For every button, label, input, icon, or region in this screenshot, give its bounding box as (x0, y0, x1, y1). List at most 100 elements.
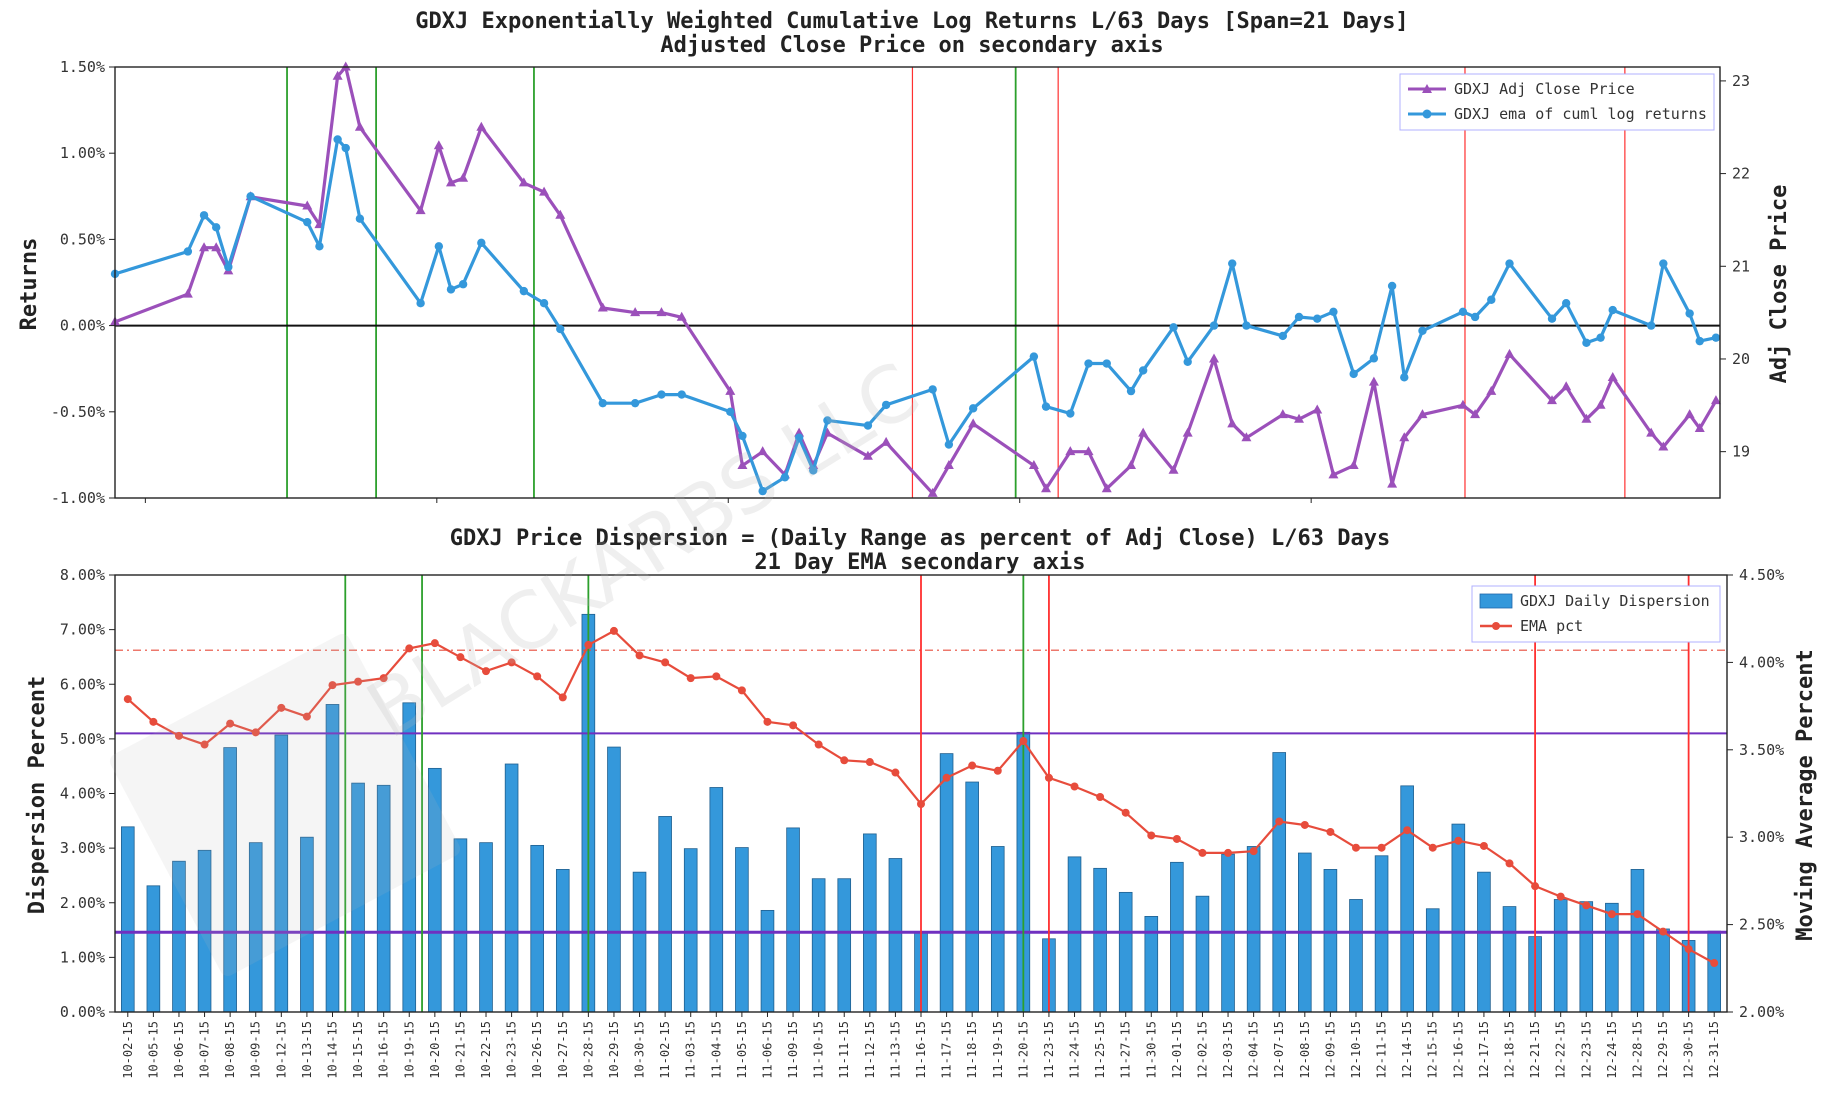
ema-returns-point (1278, 331, 1288, 341)
ema-pct-point (1351, 843, 1360, 852)
ema-pct-point (1096, 792, 1105, 801)
legend-ema-pct-label: EMA pct (1520, 617, 1583, 635)
adj-close-y-tick-label: 22 (1732, 165, 1750, 183)
ema-pct-point (533, 672, 542, 681)
adj-close-point (415, 205, 426, 215)
legend-adj-close-label: GDXJ Adj Close Price (1454, 80, 1635, 98)
ema-returns-point (446, 285, 456, 294)
ema-returns-point (519, 286, 529, 296)
ema-pct-point (993, 766, 1002, 775)
ema-returns-point (333, 135, 342, 144)
ema-returns-point (881, 400, 891, 410)
adj-close-point (458, 172, 469, 182)
ema-pct-point (1300, 820, 1309, 829)
ema-pct-point (737, 686, 746, 695)
ema-returns-point (303, 217, 312, 227)
date-tick-label: 12-08-15 (1298, 1021, 1312, 1079)
date-tick-label: 10-27-15 (556, 1021, 570, 1079)
dispersion-bar (1553, 899, 1568, 1013)
dispersion-chart-subtitle: 21 Day EMA secondary axis (754, 550, 1085, 575)
dispersion-bar (1118, 891, 1133, 1013)
ema-returns-point (1470, 312, 1480, 322)
ema-returns-point (1685, 309, 1694, 318)
adj-close-point (1658, 441, 1669, 451)
ema-returns-point (794, 433, 804, 442)
adj-close-point (518, 177, 529, 187)
dispersion-y-tick-label: 1.00% (60, 948, 105, 966)
adj-close-point (1041, 483, 1052, 493)
adj-close-point (1312, 404, 1323, 414)
adj-close-y-tick-label: 19 (1732, 443, 1750, 461)
watermark-logo-icon (109, 634, 461, 976)
dispersion-legend: GDXJ Daily Dispersion EMA pct (1471, 585, 1721, 643)
ema-returns-point (434, 242, 444, 251)
date-tick-label: 11-11-15 (837, 1021, 851, 1079)
dispersion-bar (120, 826, 135, 1013)
dispersion-y-label: Dispersion Percent (25, 676, 50, 914)
ema-returns-point (539, 298, 549, 308)
adj-close-y-tick-label: 21 (1732, 257, 1750, 275)
ema-returns-point (1547, 314, 1557, 323)
ema-pct-point (942, 773, 951, 782)
dispersion-bar (735, 847, 749, 1013)
date-tick-label: 10-12-15 (274, 1021, 288, 1079)
ema-returns-point (1487, 295, 1496, 304)
adj-close-point (211, 242, 222, 252)
dispersion-bar (530, 844, 544, 1013)
date-tick-label: 12-11-15 (1375, 1021, 1389, 1079)
ema-returns-point (199, 211, 209, 220)
date-tick-label: 10-15-15 (351, 1021, 365, 1079)
ema-returns-point (341, 143, 350, 153)
adj-close-series (110, 61, 1721, 497)
ema-pct-point (1684, 945, 1693, 954)
ema-returns-point (928, 385, 937, 394)
adj-close-point (1457, 399, 1468, 409)
adj-close-point (1607, 372, 1618, 382)
adj-close-point (302, 200, 313, 210)
ema-pct-point (1172, 834, 1181, 843)
adj-close-point (1241, 432, 1252, 442)
adj-close-point (676, 311, 687, 321)
dispersion-bar (1144, 916, 1159, 1013)
ema-returns-point (1400, 373, 1409, 382)
date-tick-label: 12-21-15 (1528, 1021, 1542, 1079)
date-tick-label: 10-16-15 (377, 1021, 391, 1079)
adj-close-y-tick-label: 23 (1732, 72, 1750, 90)
adj-close-point (927, 487, 938, 497)
ema-returns-point (458, 280, 468, 289)
ema-pct-point (200, 740, 209, 749)
dispersion-y-tick-label: 6.00% (60, 675, 105, 693)
adj-close-point (757, 446, 768, 456)
returns-chart-title: GDXJ Exponentially Weighted Cumulative L… (415, 9, 1408, 34)
adj-close-point (630, 307, 641, 317)
ema-pct-point (1505, 859, 1514, 868)
ema-pct-point (865, 758, 874, 767)
ema-pct-point (1275, 817, 1284, 826)
date-tick-label: 11-20-15 (1016, 1021, 1030, 1079)
ema-returns-series (110, 135, 1721, 496)
adj-close-point (476, 121, 487, 131)
date-tick-label: 10-28-15 (581, 1021, 595, 1079)
adj-close-point (881, 436, 892, 446)
adj-close-point (1417, 409, 1428, 419)
ema-pct-point (277, 703, 286, 712)
returns-y-tick-label: 1.50% (60, 58, 105, 76)
ema-returns-point (809, 466, 818, 475)
adj-close-point (1581, 413, 1592, 423)
ema-pct-point (456, 653, 465, 662)
ema-returns-point (211, 223, 221, 232)
date-tick-label: 11-19-15 (991, 1021, 1005, 1079)
ema-returns-point (1387, 281, 1397, 291)
ema-y-tick-label: 2.00% (1739, 1003, 1784, 1021)
ema-returns-point (1596, 333, 1605, 342)
adj-close-point (1028, 460, 1039, 470)
adj-close-point (354, 121, 365, 131)
adj-close-point (1470, 409, 1481, 419)
date-tick-label: 12-24-15 (1605, 1021, 1619, 1079)
date-tick-label: 12-14-15 (1400, 1021, 1414, 1079)
adj-close-point (1065, 446, 1076, 456)
adj-close-y-tick-label: 20 (1732, 350, 1750, 368)
date-tick-label: 11-27-15 (1119, 1021, 1133, 1079)
returns-y-tick-label: 1.00% (60, 144, 105, 162)
ema-returns-point (1228, 259, 1237, 268)
